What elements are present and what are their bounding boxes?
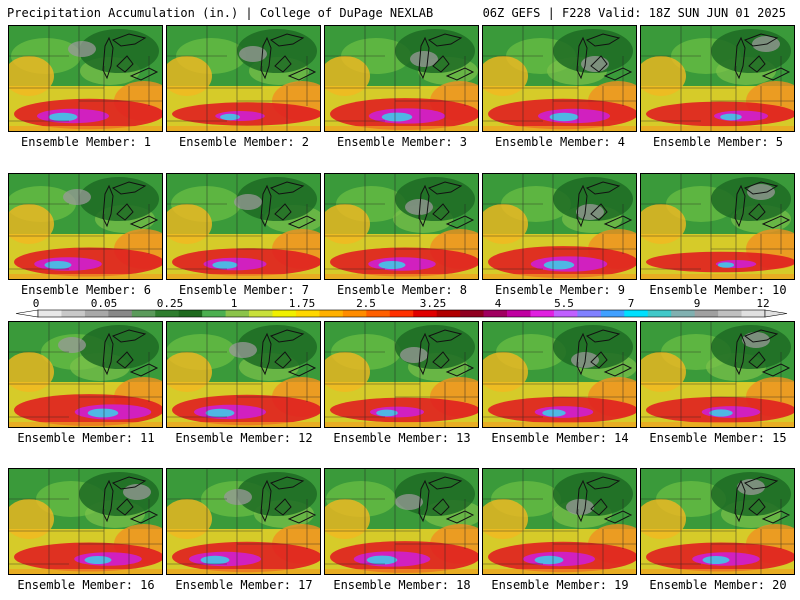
- ensemble-member-map: [482, 173, 637, 280]
- colorbar-swatch: [413, 310, 438, 317]
- ensemble-member-map: [324, 468, 479, 575]
- colorbar-swatch: [366, 310, 391, 317]
- ensemble-member-label: Ensemble Member: 15: [649, 431, 787, 445]
- ensemble-member-map: [640, 321, 795, 428]
- ensemble-member-label: Ensemble Member: 10: [649, 283, 787, 297]
- ensemble-member-label: Ensemble Member: 16: [17, 578, 155, 592]
- colorbar-swatch: [436, 310, 461, 317]
- ensemble-member-map: [482, 321, 637, 428]
- colorbar-swatch: [108, 310, 133, 317]
- ensemble-member-label: Ensemble Member: 9: [494, 283, 626, 297]
- colorbar-swatch: [530, 310, 555, 317]
- ensemble-member-map: [324, 321, 479, 428]
- ensemble-member-label: Ensemble Member: 14: [491, 431, 629, 445]
- colorbar-tick-label: 5.5: [554, 297, 574, 310]
- ensemble-member-map: [8, 173, 163, 280]
- colorbar-swatch: [507, 310, 531, 317]
- colorbar-tick-label: 1: [230, 297, 238, 310]
- ensemble-member-label: Ensemble Member: 18: [333, 578, 471, 592]
- colorbar-swatch: [249, 310, 273, 317]
- ensemble-member-map: [166, 468, 321, 575]
- ensemble-member-label: Ensemble Member: 11: [17, 431, 155, 445]
- colorbar-swatch: [553, 310, 578, 317]
- ensemble-member-map: [324, 173, 479, 280]
- ensemble-member-map: [640, 173, 795, 280]
- ensemble-member-map: [324, 25, 479, 132]
- colorbar-swatch: [272, 310, 297, 317]
- colorbar-swatch: [84, 310, 109, 317]
- ensemble-member-map: [166, 25, 321, 132]
- colorbar-swatch: [647, 310, 672, 317]
- colorbar-swatch: [155, 310, 180, 317]
- colorbar-tick-label: 0: [32, 297, 40, 310]
- ensemble-member-label: Ensemble Member: 20: [649, 578, 787, 592]
- ensemble-member-label: Ensemble Member: 8: [336, 283, 468, 297]
- colorbar-tick-label: 1.75: [288, 297, 316, 310]
- colorbar-swatch: [600, 310, 625, 317]
- colorbar-tick-label: 2.5: [356, 297, 376, 310]
- colorbar-max-arrow: [764, 309, 788, 318]
- ensemble-member-map: [640, 468, 795, 575]
- ensemble-member-map: [166, 321, 321, 428]
- colorbar-tick-label: 7: [627, 297, 635, 310]
- ensemble-member-map: [640, 25, 795, 132]
- colorbar-swatch: [38, 310, 62, 317]
- colorbar-swatch: [694, 310, 719, 317]
- ensemble-member-map: [482, 25, 637, 132]
- ensemble-member-label: Ensemble Member: 7: [178, 283, 310, 297]
- colorbar-swatch: [741, 310, 766, 317]
- colorbar-tick-label: 9: [693, 297, 701, 310]
- ensemble-member-label: Ensemble Member: 4: [494, 135, 626, 149]
- ensemble-member-label: Ensemble Member: 12: [175, 431, 313, 445]
- ensemble-member-label: Ensemble Member: 3: [336, 135, 468, 149]
- ensemble-member-map: [8, 25, 163, 132]
- colorbar-swatch: [225, 310, 250, 317]
- ensemble-member-label: Ensemble Member: 1: [20, 135, 152, 149]
- colorbar-swatch: [342, 310, 367, 317]
- ensemble-member-map: [8, 468, 163, 575]
- colorbar-swatch: [624, 310, 649, 317]
- ensemble-member-label: Ensemble Member: 2: [178, 135, 310, 149]
- colorbar-swatch: [389, 310, 414, 317]
- ensemble-member-label: Ensemble Member: 6: [20, 283, 152, 297]
- ensemble-member-label: Ensemble Member: 19: [491, 578, 629, 592]
- colorbar-swatch: [295, 310, 320, 317]
- ensemble-member-map: [166, 173, 321, 280]
- colorbar-swatch: [671, 310, 696, 317]
- colorbar-tick-label: 3.25: [419, 297, 447, 310]
- map-title: Precipitation Accumulation (in.) | Colle…: [7, 6, 434, 20]
- ensemble-member-map: [482, 468, 637, 575]
- ensemble-member-label: Ensemble Member: 5: [652, 135, 784, 149]
- colorbar-swatch: [483, 310, 508, 317]
- ensemble-member-map: [8, 321, 163, 428]
- colorbar-swatch: [577, 310, 602, 317]
- colorbar-swatch: [202, 310, 227, 317]
- run-info: 06Z GEFS | F228 Valid: 18Z SUN JUN 01 20…: [482, 6, 786, 20]
- colorbar-swatch: [131, 310, 156, 317]
- colorbar-swatch: [319, 310, 344, 317]
- colorbar: [15, 309, 788, 318]
- ensemble-member-label: Ensemble Member: 13: [333, 431, 471, 445]
- colorbar-swatch: [718, 310, 742, 317]
- colorbar-tick-label: 4: [494, 297, 502, 310]
- colorbar-swatch: [178, 310, 203, 317]
- colorbar-tick-label: 0.25: [156, 297, 184, 310]
- colorbar-min-arrow: [15, 309, 39, 318]
- colorbar-tick-label: 0.05: [90, 297, 118, 310]
- colorbar-swatch: [61, 310, 86, 317]
- colorbar-swatch: [460, 310, 484, 317]
- colorbar-tick-label: 12: [756, 297, 770, 310]
- ensemble-member-label: Ensemble Member: 17: [175, 578, 313, 592]
